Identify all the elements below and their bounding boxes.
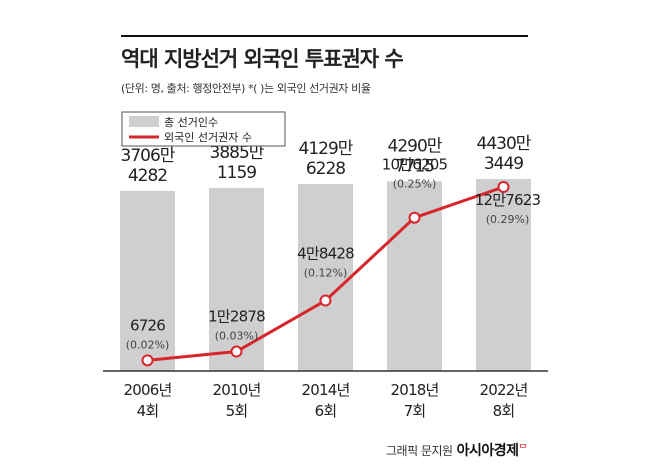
legend-swatch-bar (129, 116, 159, 127)
bar-value-label: 7715 (395, 156, 434, 176)
ratio-label: (0.02%) (126, 338, 170, 351)
ratio-label: (0.03%) (215, 330, 259, 343)
line-value-label: 10만6205 (382, 156, 448, 174)
bar-value-label: 1159 (217, 163, 256, 183)
ratio-label: (0.29%) (486, 213, 530, 226)
bar-total-voters (476, 179, 531, 371)
x-tick-label: 4회 (137, 402, 159, 420)
x-tick-label: 2018년 (391, 381, 439, 399)
credit-text: 그래픽 문지원 (386, 444, 453, 458)
line-point (141, 354, 154, 367)
bar-value-label: 3449 (484, 154, 523, 174)
x-tick-label: 5회 (226, 402, 248, 420)
line-point (497, 181, 510, 193)
ratio-label: (0.25%) (393, 178, 437, 191)
top-rule (121, 35, 528, 37)
bar-value-label: 3885만 (210, 143, 265, 163)
x-tick-label: 2010년 (213, 381, 261, 399)
brand-logo: 아시아경제 (456, 443, 519, 459)
legend-label-line: 외국인 선거권자 수 (164, 131, 252, 144)
credit: 그래픽 문지원 아시아경제ᄆ (386, 440, 528, 460)
line-point (408, 211, 421, 224)
line-value-label: 12만7623 (475, 191, 541, 209)
x-tick-label: 2006년 (124, 381, 172, 399)
x-tick-label: 2014년 (302, 381, 350, 399)
x-tick-label: 6회 (315, 402, 337, 420)
bar-value-label: 4290만 (388, 136, 443, 156)
brand-mark: ᄆ (518, 444, 528, 455)
line-point (319, 294, 332, 307)
bar-value-label: 4282 (128, 166, 167, 186)
bar-value-label: 6228 (306, 159, 345, 179)
bar-value-label: 3706만 (121, 146, 176, 166)
bar-value-label: 4129만 (299, 139, 354, 159)
subtitle: (단위: 명, 출처: 행정안전부) *( )는 외국인 선거권자 비율 (121, 82, 371, 95)
line-value-label: 1만2878 (208, 308, 265, 326)
line-point (230, 345, 243, 358)
bar-total-voters (298, 183, 353, 371)
line-value-label: 6726 (130, 316, 165, 334)
ratio-label: (0.12%) (304, 267, 348, 280)
bar-total-voters (209, 187, 264, 371)
bar-value-label: 4430만 (477, 134, 532, 154)
x-tick-label: 8회 (493, 402, 515, 420)
legend-label-bar: 총 선거인수 (164, 116, 218, 129)
line-value-label: 4만8428 (297, 245, 354, 263)
page-title: 역대 지방선거 외국인 투표권자 수 (121, 47, 404, 71)
x-tick-label: 7회 (404, 402, 426, 420)
x-tick-label: 2022년 (480, 381, 528, 399)
bar-total-voters (120, 190, 175, 371)
